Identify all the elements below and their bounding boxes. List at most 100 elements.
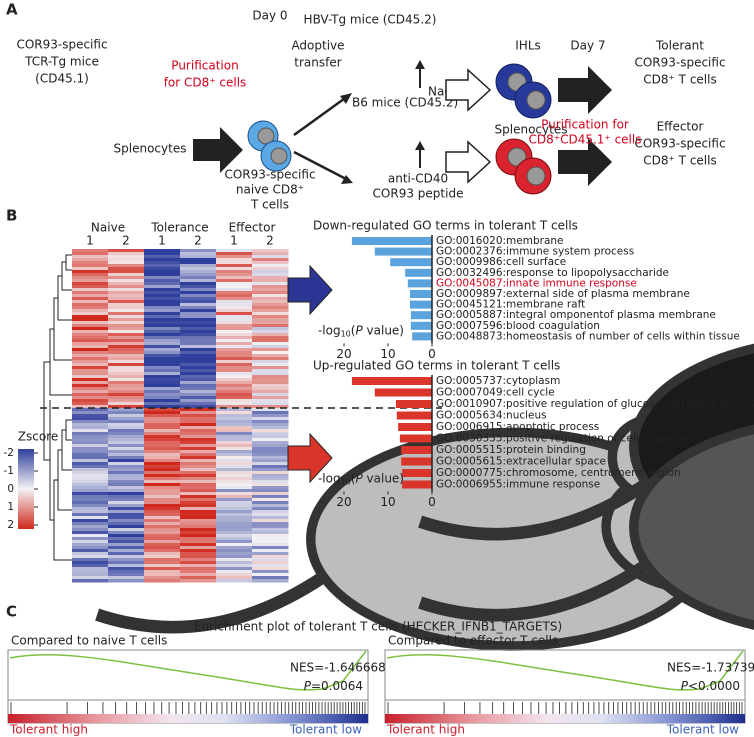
heatmap-cell — [72, 249, 109, 253]
heatmap-cell — [252, 255, 289, 259]
heatmap-cell — [108, 252, 145, 256]
heatmap-cell — [72, 432, 109, 436]
heatmap-cell — [252, 306, 289, 310]
heatmap-cell — [144, 417, 181, 421]
heatmap-cell — [108, 270, 145, 274]
heatmap-cell — [180, 513, 217, 517]
heatmap-cell — [72, 462, 109, 466]
label: COR93-specific — [16, 38, 107, 52]
heatmap-cell — [144, 339, 181, 343]
heatmap-cell — [180, 336, 217, 340]
heatmap-cell — [144, 513, 181, 517]
heatmap-cell — [144, 462, 181, 466]
heatmap-cell — [180, 552, 217, 556]
heatmap-cell — [72, 537, 109, 541]
heatmap-cell — [180, 399, 217, 403]
heatmap-cell — [216, 300, 253, 304]
arrow — [445, 140, 492, 184]
heatmap-cell — [180, 324, 217, 328]
heatmap-cell — [180, 570, 217, 574]
x-tick-label: 10 — [380, 495, 395, 509]
heatmap-cell — [108, 432, 145, 436]
heatmap-cell — [108, 534, 145, 538]
category-label: GO:0005515:protein binding — [436, 444, 586, 456]
heatmap-cell — [72, 393, 109, 397]
heatmap-cell — [252, 399, 289, 403]
heatmap-cell — [180, 351, 217, 355]
heatmap-cell — [216, 432, 253, 436]
label: for CD8⁺ cells — [164, 76, 247, 90]
heatmap-cell — [180, 384, 217, 388]
heatmap-cell — [144, 501, 181, 505]
heatmap-cell — [180, 546, 217, 550]
heatmap-cell — [108, 354, 145, 358]
heatmap-cell — [108, 324, 145, 328]
heatmap-cell — [144, 330, 181, 334]
heatmap-cell — [252, 261, 289, 265]
chart-title: Up-regulated GO terms in tolerant T cell… — [313, 359, 560, 373]
heatmap-cell — [216, 318, 253, 322]
heatmap-cell — [144, 495, 181, 499]
label: Purification — [171, 59, 238, 73]
heatmap-cell — [180, 498, 217, 502]
heatmap-cell — [108, 573, 145, 577]
heatmap-cell — [216, 444, 253, 448]
heatmap-cell — [72, 576, 109, 580]
heatmap-cell — [144, 348, 181, 352]
category-label: GO:0032496:response to lipopolysaccharid… — [436, 267, 669, 279]
heatmap-cell — [216, 555, 253, 559]
heatmap-cell — [72, 375, 109, 379]
bar — [351, 377, 432, 385]
heatmap-cell — [72, 543, 109, 547]
heatmap-cell — [216, 474, 253, 478]
heatmap-cell — [72, 579, 109, 583]
cell-nucleus — [507, 147, 527, 167]
heatmap-cell — [180, 258, 217, 262]
heatmap-cell — [144, 525, 181, 529]
heatmap-cell — [144, 372, 181, 376]
heatmap-cell — [180, 408, 217, 412]
heatmap-cell — [72, 426, 109, 430]
heatmap-cell — [252, 546, 289, 550]
heatmap-cell — [180, 288, 217, 292]
heatmap-cell — [72, 465, 109, 469]
heatmap-cell — [180, 276, 217, 280]
heatmap-cell — [180, 567, 217, 571]
heatmap-cell — [144, 288, 181, 292]
heatmap-cell — [144, 516, 181, 520]
heatmap-cell — [180, 417, 217, 421]
heatmap-cell — [108, 396, 145, 400]
heatmap-cell — [144, 408, 181, 412]
heatmap-cell — [72, 483, 109, 487]
heatmap-cell — [216, 561, 253, 565]
heatmap-cell — [216, 522, 253, 526]
heatmap-cell — [180, 450, 217, 454]
heatmap-cell — [216, 570, 253, 574]
heatmap-cell — [108, 333, 145, 337]
heatmap-cell — [72, 492, 109, 496]
heatmap-cell — [180, 471, 217, 475]
p-value: =0.0064 — [311, 679, 363, 693]
heatmap-cell — [252, 573, 289, 577]
heatmap-cell — [252, 387, 289, 391]
heatmap-cell — [144, 333, 181, 337]
heatmap-cell — [72, 468, 109, 472]
heatmap-cell — [144, 564, 181, 568]
heatmap-cell — [72, 339, 109, 343]
heatmap-cell — [108, 288, 145, 292]
heatmap-cell — [252, 483, 289, 487]
category-label: GO:0007596:blood coagulation — [436, 320, 600, 332]
heatmap-cell — [252, 555, 289, 559]
p-symbol: P — [681, 679, 689, 693]
heatmap-cell — [180, 429, 217, 433]
heatmap-cell — [252, 384, 289, 388]
heatmap-cell — [252, 378, 289, 382]
heatmap-cell — [180, 342, 217, 346]
heatmap-cell — [144, 315, 181, 319]
x-tick-label: 20 — [336, 495, 351, 509]
heatmap-cell — [144, 579, 181, 583]
gsea-plots: Compared to naive T cellsNES=-1.646668P=… — [7, 634, 754, 737]
heatmap-cell — [144, 474, 181, 478]
heatmap-cell — [180, 303, 217, 307]
heatmap-cell — [216, 342, 253, 346]
